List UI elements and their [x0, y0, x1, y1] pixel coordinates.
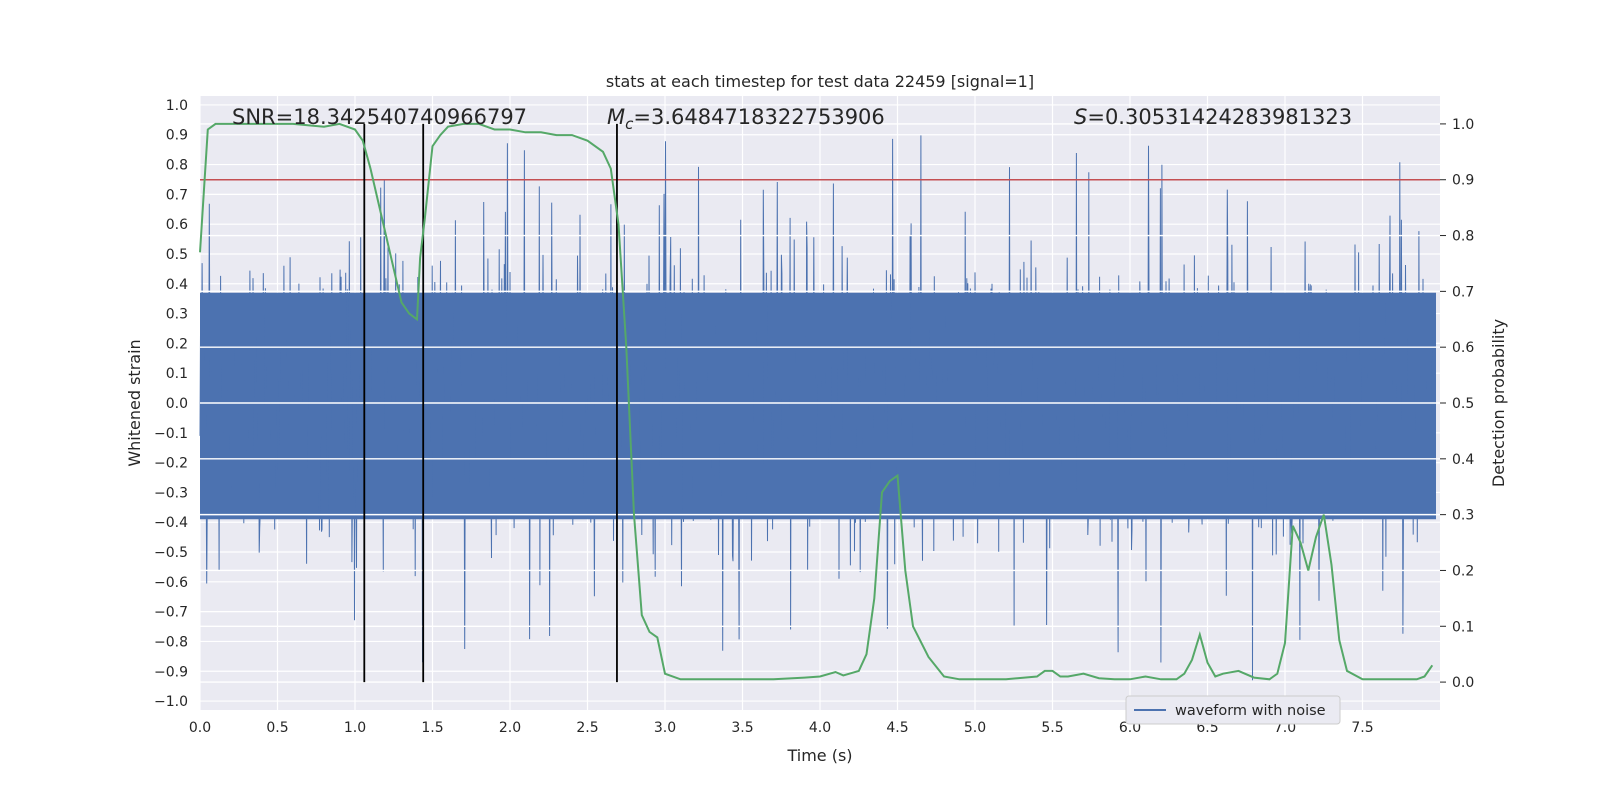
right-y-tick-label: 0.7 [1452, 284, 1474, 300]
x-tick-label: 2.0 [499, 720, 521, 736]
right-y-tick-label: 0.3 [1452, 508, 1474, 524]
x-tick-label: 2.5 [576, 720, 598, 736]
left-y-tick-label: −0.9 [154, 664, 188, 680]
right-y-axis-ticks: 1.0 0.9 0.8 0.7 0.6 0.5 0.4 0.3 0.2 0.1 0.0 [1440, 117, 1474, 691]
left-y-tick-label: −0.8 [154, 634, 188, 650]
x-tick-label: 3.0 [654, 720, 676, 736]
right-y-tick-label: 0.2 [1452, 563, 1474, 579]
chirp-mass-value: =3.6484718322753906 [633, 105, 884, 129]
right-y-tick-label: 0.8 [1452, 229, 1474, 245]
x-tick-label: 0.5 [266, 720, 288, 736]
x-tick-label: 3.5 [731, 720, 753, 736]
chirp-mass-subscript: c [625, 115, 634, 133]
x-axis-label: Time (s) [786, 746, 852, 765]
x-tick-label: 5.0 [964, 720, 986, 736]
right-y-tick-label: 0.6 [1452, 340, 1474, 356]
s-value: =0.30531424283981323 [1087, 105, 1352, 129]
x-tick-label: 1.5 [421, 720, 443, 736]
legend-box [1125, 695, 1341, 725]
x-tick-label: 5.5 [1041, 720, 1063, 736]
x-tick-label: 0.0 [189, 720, 211, 736]
left-y-tick-label: 1.0 [166, 98, 188, 114]
detection-probability-series [199, 122, 1434, 681]
x-tick-label: 4.5 [886, 720, 908, 736]
left-y-tick-label: −0.6 [154, 575, 188, 591]
left-y-tick-label: −0.5 [154, 545, 188, 561]
right-y-tick-label: 0.5 [1452, 396, 1474, 412]
left-y-axis-ticks: 1.0 0.9 0.8 0.7 0.6 0.5 0.4 0.3 0.2 0.1 0.0 −0.1 −0.… [154, 98, 188, 710]
left-y-tick-label: 0.7 [166, 187, 188, 203]
chart-title: stats at each timestep for test data 224… [606, 72, 1034, 91]
left-y-axis-label: Whitened strain [125, 339, 144, 466]
s-symbol: S [1074, 105, 1087, 129]
s-annotation: S=0.30531424283981323 [1074, 105, 1352, 129]
left-y-tick-label: 0.9 [166, 128, 188, 144]
left-y-tick-label: 0.4 [166, 277, 188, 293]
left-y-tick-label: 0.8 [166, 158, 188, 174]
x-tick-label: 7.5 [1351, 720, 1373, 736]
left-y-tick-label: 0.5 [166, 247, 188, 263]
right-y-axis-label: Detection probability [1489, 319, 1508, 487]
waveform-with-noise-series [199, 135, 1436, 681]
left-y-tick-label: 0.0 [166, 396, 188, 412]
left-y-tick-label: −0.4 [154, 515, 188, 531]
right-y-tick-label: 0.0 [1452, 675, 1474, 691]
x-tick-label: 4.0 [809, 720, 831, 736]
left-y-tick-label: −0.7 [154, 605, 188, 621]
left-y-tick-label: 0.3 [166, 307, 188, 323]
right-y-tick-label: 0.4 [1452, 452, 1474, 468]
legend-label-waveform: waveform with noise [1175, 703, 1326, 719]
left-y-tick-label: −0.3 [154, 485, 188, 501]
x-tick-label: 1.0 [344, 720, 366, 736]
chirp-mass-symbol: M [607, 105, 625, 129]
left-y-tick-label: 0.6 [166, 217, 188, 233]
left-y-tick-label: −0.1 [154, 426, 188, 442]
right-y-tick-label: 0.1 [1452, 619, 1474, 635]
chirp-mass-annotation: Mc=3.6484718322753906 [607, 105, 885, 133]
right-y-tick-label: 1.0 [1452, 117, 1474, 133]
left-y-tick-label: 0.1 [166, 366, 188, 382]
left-y-tick-label: −1.0 [154, 694, 188, 710]
right-y-tick-label: 0.9 [1452, 173, 1474, 189]
left-y-tick-label: 0.2 [166, 336, 188, 352]
left-y-tick-label: −0.2 [154, 456, 188, 472]
legend: waveform with noise [1125, 695, 1341, 725]
snr-annotation: SNR=18.342540740966797 [232, 105, 527, 129]
